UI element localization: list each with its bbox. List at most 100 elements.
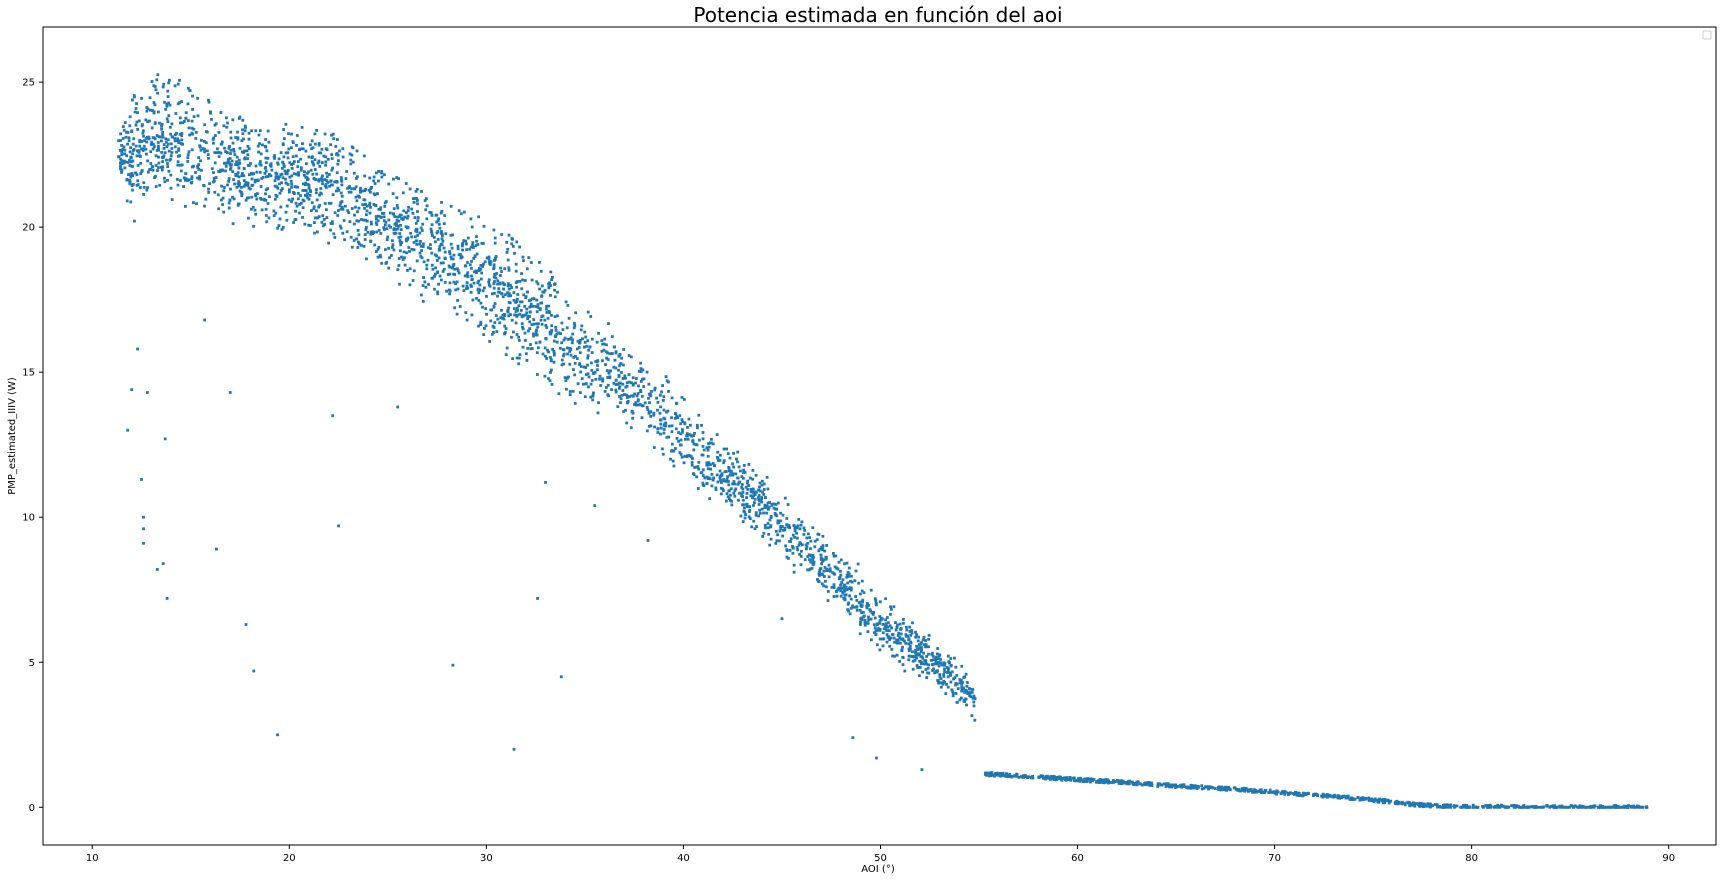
data-point <box>943 667 946 671</box>
data-point <box>684 437 687 441</box>
data-point <box>606 383 610 387</box>
data-point <box>128 164 132 167</box>
data-point <box>339 191 343 195</box>
data-point <box>254 129 258 133</box>
data-point <box>627 373 631 376</box>
data-point <box>173 137 177 140</box>
data-point <box>988 774 992 777</box>
data-point <box>212 176 216 180</box>
data-point <box>937 664 941 668</box>
data-point <box>872 610 875 614</box>
data-point <box>1513 804 1517 808</box>
data-point <box>895 638 899 642</box>
data-point <box>484 324 488 328</box>
data-point <box>296 185 300 189</box>
data-point <box>130 388 134 391</box>
data-point <box>369 205 372 209</box>
data-point <box>278 191 282 195</box>
data-point <box>288 161 292 165</box>
data-point <box>142 515 145 519</box>
data-point <box>493 321 497 324</box>
data-point <box>161 135 165 139</box>
data-point <box>554 326 558 329</box>
data-point <box>737 481 741 485</box>
data-point <box>218 170 222 173</box>
data-point <box>229 130 233 134</box>
data-point <box>705 463 709 467</box>
data-point <box>863 618 867 622</box>
data-point <box>821 573 824 577</box>
data-point <box>698 438 701 442</box>
data-point <box>499 316 503 319</box>
data-point <box>528 305 532 309</box>
data-point <box>779 527 783 530</box>
data-point <box>573 373 577 377</box>
data-point <box>1445 803 1449 807</box>
data-point <box>645 406 649 409</box>
data-point <box>265 175 268 179</box>
data-point <box>1251 790 1254 794</box>
data-point <box>887 621 890 625</box>
data-point <box>579 370 582 374</box>
data-point <box>200 168 203 172</box>
data-point <box>167 169 171 173</box>
data-point <box>131 174 134 177</box>
data-point <box>317 141 321 145</box>
data-point <box>696 465 700 468</box>
data-point <box>321 174 324 178</box>
data-point <box>1573 804 1577 808</box>
data-point <box>157 146 160 150</box>
data-point <box>366 230 370 234</box>
data-point <box>526 317 529 321</box>
data-point <box>146 120 150 124</box>
data-point <box>1228 788 1232 791</box>
data-point <box>635 377 638 380</box>
data-point <box>776 501 780 505</box>
data-point <box>163 437 167 441</box>
data-point <box>962 698 966 702</box>
data-point <box>440 210 444 213</box>
data-point <box>1586 805 1590 809</box>
data-point <box>423 280 427 284</box>
data-point <box>459 254 463 258</box>
data-point <box>150 165 154 168</box>
data-point <box>987 771 990 775</box>
data-point <box>258 142 261 146</box>
data-point <box>616 382 620 386</box>
data-point <box>324 160 328 164</box>
data-point <box>518 312 522 316</box>
data-point <box>531 304 535 308</box>
data-point <box>855 608 859 612</box>
data-point <box>543 346 547 350</box>
data-point <box>213 161 217 165</box>
data-point <box>614 378 618 382</box>
data-point <box>207 156 210 160</box>
data-point <box>920 648 923 652</box>
data-point <box>225 125 229 129</box>
data-point <box>904 634 908 638</box>
data-point <box>727 497 731 500</box>
data-point <box>434 240 437 244</box>
data-point <box>188 133 191 137</box>
data-point <box>357 219 360 223</box>
data-point <box>832 586 836 589</box>
data-point <box>635 394 639 398</box>
data-point <box>525 307 529 311</box>
data-point <box>1608 805 1612 809</box>
data-point <box>207 191 211 194</box>
data-point <box>635 403 638 407</box>
data-point <box>742 476 745 480</box>
data-point <box>751 496 754 500</box>
data-point <box>520 287 524 291</box>
data-point <box>1316 794 1319 797</box>
data-point <box>169 173 173 177</box>
data-point <box>650 389 653 393</box>
data-point <box>311 161 315 165</box>
data-point <box>1244 787 1248 791</box>
data-point <box>765 504 768 508</box>
data-point <box>792 570 796 574</box>
data-point <box>397 257 401 260</box>
data-point <box>843 562 846 566</box>
data-point <box>1389 799 1393 803</box>
data-point <box>287 147 291 151</box>
